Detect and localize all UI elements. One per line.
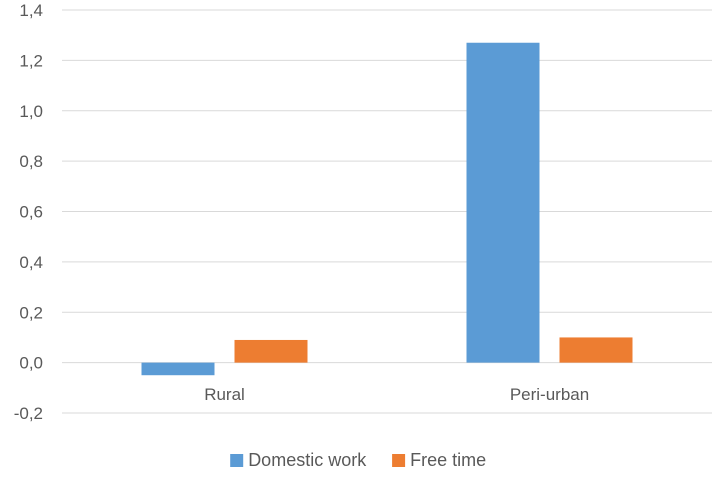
y-tick-label: 0,4 (19, 253, 43, 272)
bar-domestic-work-rural (141, 362, 215, 376)
y-tick-label: -0,2 (14, 404, 43, 423)
bar-free-time-peri-urban (559, 337, 633, 363)
x-axis-category-labels: Rural Peri-urban (204, 385, 589, 404)
bar-free-time-rural (234, 339, 308, 363)
y-tick-label: 0,2 (19, 303, 43, 322)
y-tick-label: 0,0 (19, 354, 43, 373)
y-tick-label: 0,8 (19, 152, 43, 171)
legend-swatch (392, 454, 406, 467)
legend: Domestic work Free time (230, 450, 486, 470)
y-tick-label: 1,2 (19, 51, 43, 70)
y-axis-tick-labels: -0,2 0,0 0,2 0,4 0,6 0,8 1,0 1,2 1,4 (14, 1, 43, 423)
bar-domestic-work-peri-urban (466, 42, 540, 363)
bars (141, 42, 633, 376)
legend-swatch (230, 454, 244, 467)
legend-label: Free time (410, 450, 486, 470)
y-tick-label: 0,6 (19, 203, 43, 222)
x-category-label: Peri-urban (510, 385, 589, 404)
y-tick-label: 1,0 (19, 102, 43, 121)
legend-label: Domestic work (248, 450, 367, 470)
x-category-label: Rural (204, 385, 245, 404)
y-tick-label: 1,4 (19, 1, 43, 20)
